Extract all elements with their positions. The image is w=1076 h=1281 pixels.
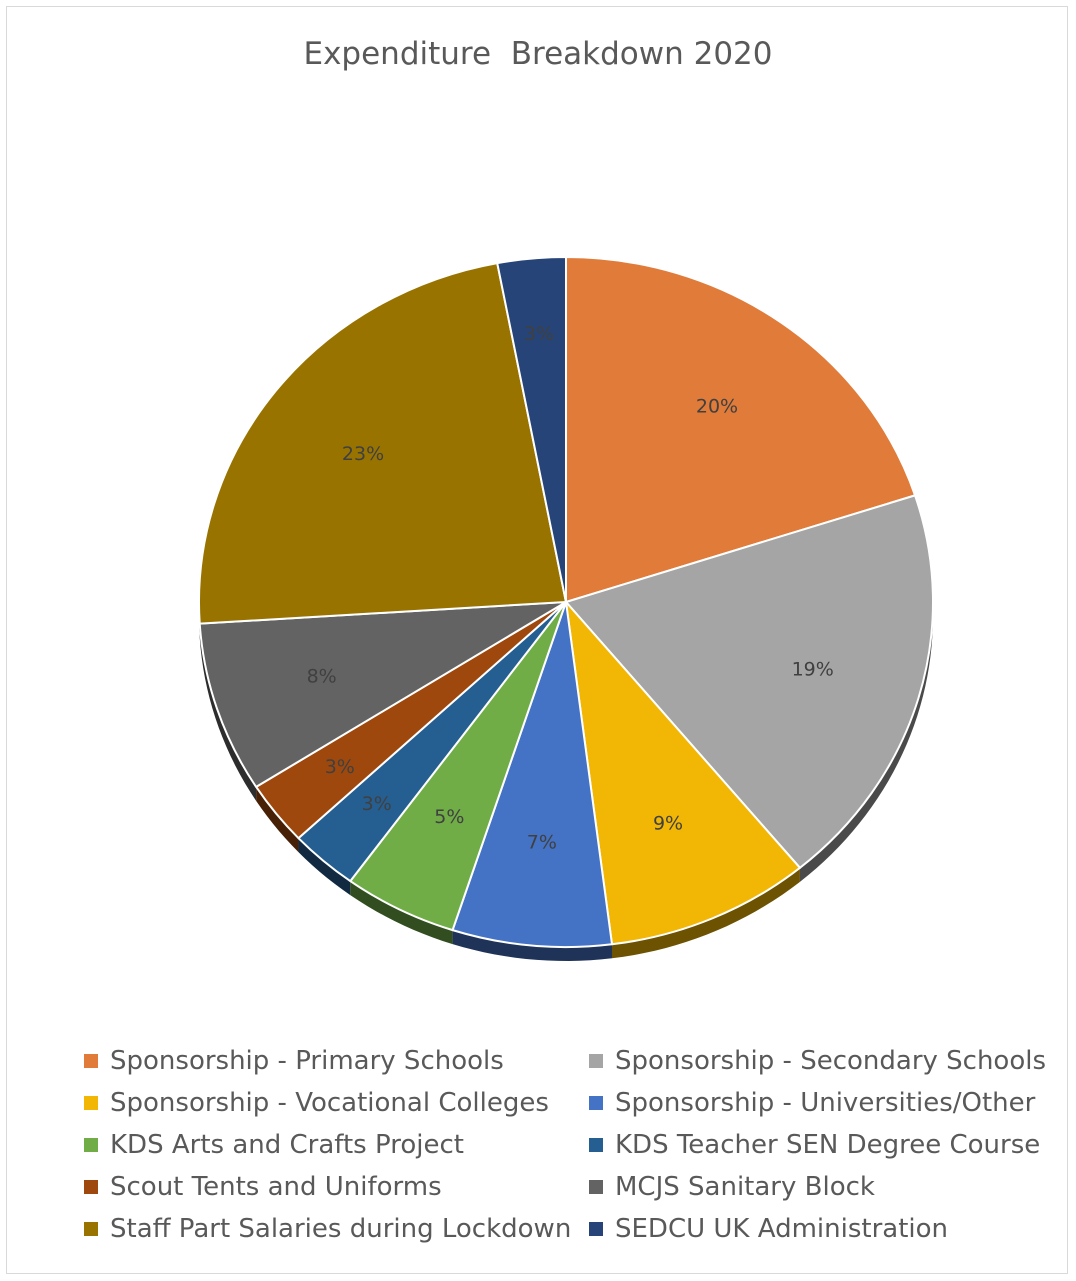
data-label-3: 9% bbox=[653, 813, 683, 835]
pie-slice-9 bbox=[198, 262, 567, 625]
pie-slice-10 bbox=[496, 256, 567, 603]
data-label-5: 5% bbox=[434, 806, 464, 828]
data-label-2: 19% bbox=[792, 658, 834, 680]
pie-slice-3 bbox=[565, 601, 801, 946]
legend-swatch-icon bbox=[589, 1054, 603, 1068]
data-label-9: 23% bbox=[342, 443, 384, 465]
legend-item-10: SEDCU UK Administration bbox=[589, 1208, 1059, 1250]
pie-slice-side-3 bbox=[612, 867, 800, 959]
pie-slice-side-6 bbox=[298, 838, 351, 896]
legend-item-5: KDS Arts and Crafts Project bbox=[84, 1124, 589, 1166]
legend-swatch-icon bbox=[84, 1180, 98, 1194]
legend-item-3: Sponsorship - Vocational Colleges bbox=[84, 1082, 589, 1124]
legend-label: Sponsorship - Universities/Other bbox=[615, 1088, 1036, 1118]
pie-chart: 20% 19% 9% 7% 5% 3% 3% 8% 23% 3% bbox=[198, 256, 934, 961]
legend-label: Sponsorship - Secondary Schools bbox=[615, 1046, 1047, 1076]
legend-label: Sponsorship - Primary Schools bbox=[110, 1046, 504, 1076]
data-label-4: 7% bbox=[527, 831, 557, 853]
legend-swatch-icon bbox=[84, 1054, 98, 1068]
chart-title: Expenditure Breakdown 2020 bbox=[303, 36, 773, 72]
legend-label: KDS Teacher SEN Degree Course bbox=[615, 1130, 1041, 1160]
legend-item-8: MCJS Sanitary Block bbox=[589, 1166, 1059, 1208]
legend-item-4: Sponsorship - Universities/Other bbox=[589, 1082, 1059, 1124]
legend-label: SEDCU UK Administration bbox=[615, 1214, 948, 1244]
pie-slice-side-8 bbox=[199, 623, 257, 801]
legend-swatch-icon bbox=[84, 1138, 98, 1152]
legend-label: Sponsorship - Vocational Colleges bbox=[110, 1088, 549, 1118]
data-label-8: 8% bbox=[307, 666, 337, 688]
pie-slice-8 bbox=[198, 601, 567, 788]
legend-label: KDS Arts and Crafts Project bbox=[110, 1130, 464, 1160]
legend-item-2: Sponsorship - Secondary Schools bbox=[589, 1040, 1059, 1082]
legend-label: Scout Tents and Uniforms bbox=[110, 1172, 442, 1202]
legend: Sponsorship - Primary Schools Sponsorship… bbox=[84, 1040, 1064, 1250]
pie-slice-2 bbox=[565, 494, 934, 869]
pie-depth-layer bbox=[199, 602, 933, 961]
pie-slice-4 bbox=[451, 601, 613, 948]
legend-item-9: Staff Part Salaries during Lockdown bbox=[84, 1208, 589, 1250]
pie-slice-side-2 bbox=[799, 602, 933, 882]
legend-swatch-icon bbox=[589, 1180, 603, 1194]
legend-label: MCJS Sanitary Block bbox=[615, 1172, 875, 1202]
legend-item-6: KDS Teacher SEN Degree Course bbox=[589, 1124, 1059, 1166]
legend-swatch-icon bbox=[589, 1138, 603, 1152]
legend-label: Staff Part Salaries during Lockdown bbox=[110, 1214, 572, 1244]
data-label-6: 3% bbox=[362, 793, 392, 815]
legend-swatch-icon bbox=[589, 1222, 603, 1236]
legend-swatch-icon bbox=[84, 1222, 98, 1236]
legend-item-7: Scout Tents and Uniforms bbox=[84, 1166, 589, 1208]
pie-slice-side-5 bbox=[350, 881, 453, 945]
pie-slices-layer bbox=[198, 256, 934, 948]
data-label-10: 3% bbox=[524, 323, 554, 345]
data-label-7: 3% bbox=[325, 756, 355, 778]
legend-swatch-icon bbox=[84, 1096, 98, 1110]
legend-item-1: Sponsorship - Primary Schools bbox=[84, 1040, 589, 1082]
data-label-1: 20% bbox=[696, 396, 738, 418]
pie-labels-layer: 20% 19% 9% 7% 5% 3% 3% 8% 23% 3% bbox=[307, 323, 834, 853]
pie-slice-1 bbox=[565, 256, 917, 603]
legend-swatch-icon bbox=[589, 1096, 603, 1110]
